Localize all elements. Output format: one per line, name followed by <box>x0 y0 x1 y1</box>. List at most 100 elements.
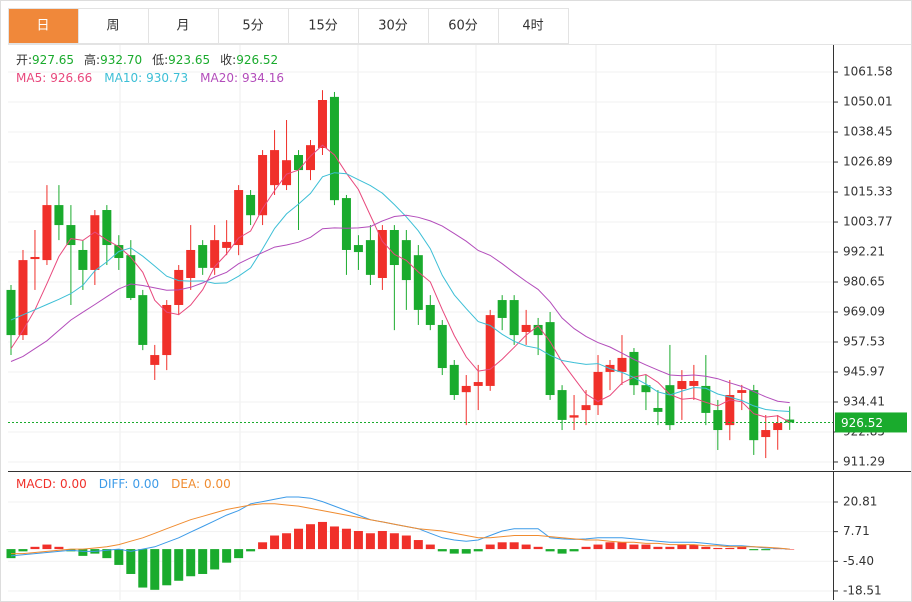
tab-label[interactable]: 30分 <box>378 19 408 34</box>
candle-body <box>737 390 747 393</box>
macd-bar <box>449 549 459 554</box>
tab[interactable] <box>8 8 79 44</box>
legend-name: DIFF: <box>99 477 129 491</box>
legend-value: 930.73 <box>146 71 188 85</box>
candle-body <box>785 419 795 423</box>
macd-bar <box>533 546 543 550</box>
y-tick-label: 1015.33 <box>843 185 893 199</box>
info-label: 高: <box>84 52 100 67</box>
macd-bar <box>545 549 555 552</box>
last-price-label: 926.52 <box>841 416 883 430</box>
info-label: 收: <box>220 53 236 67</box>
candle-body <box>665 385 675 426</box>
candle-body <box>581 405 591 411</box>
tab[interactable] <box>288 8 359 44</box>
macd-bar <box>401 535 411 550</box>
macd-bar <box>18 549 28 552</box>
candle-body <box>389 229 399 266</box>
tab[interactable] <box>498 8 569 44</box>
candle-body <box>761 430 771 438</box>
macd-bar <box>605 542 615 550</box>
candle-body <box>174 269 184 305</box>
candle-body <box>306 145 315 171</box>
macd-bar <box>509 542 519 550</box>
candle-body <box>365 240 375 275</box>
indicator-line <box>10 214 790 404</box>
macd-bar <box>377 530 387 550</box>
candle-body <box>317 100 327 149</box>
candle-body <box>18 260 28 336</box>
macd-bar <box>497 542 507 550</box>
y-tick-label: -18.51 <box>843 583 882 597</box>
macd-bar <box>102 549 112 559</box>
macd-bar <box>138 549 148 588</box>
macd-bar <box>306 524 315 550</box>
macd-bar <box>246 549 256 552</box>
y-tick-label: 1038.45 <box>843 125 893 139</box>
candle-body <box>329 96 339 201</box>
candle-body <box>713 410 723 431</box>
legend: MACD: 0.00 DIFF: 0.00 DEA: 0.00 <box>16 477 231 491</box>
macd-bar <box>653 546 663 550</box>
candle-body <box>497 300 507 318</box>
candle-body <box>282 160 292 186</box>
candle-body <box>42 205 52 261</box>
tab[interactable] <box>428 8 499 44</box>
candle-body <box>449 364 459 396</box>
macd-bar <box>461 549 471 554</box>
macd-bar <box>341 528 351 550</box>
tab-label[interactable]: 60分 <box>448 19 478 34</box>
candle-body <box>222 241 232 248</box>
macd-bar <box>78 549 88 556</box>
tab-label[interactable]: 4时 <box>522 19 543 34</box>
candle-body <box>353 245 363 253</box>
macd-bar <box>593 544 603 550</box>
candle-body <box>66 225 76 246</box>
legend-value: 0.00 <box>204 477 231 491</box>
candle-body <box>641 385 651 393</box>
tab-label[interactable]: 日 <box>36 19 49 34</box>
legend: MA5: 926.66 MA10: 930.73 MA20: 934.16 <box>16 71 284 85</box>
tab-label[interactable]: 周 <box>106 19 119 34</box>
macd-bar <box>174 549 184 581</box>
legend-value: 926.66 <box>50 71 92 85</box>
macd-bar <box>437 549 447 552</box>
tab[interactable] <box>358 8 429 44</box>
macd-bar <box>749 549 759 551</box>
candle-body <box>377 229 387 278</box>
tab[interactable] <box>78 8 149 44</box>
candle-body <box>437 324 447 369</box>
candle-body <box>461 385 471 393</box>
tab[interactable] <box>148 8 219 44</box>
y-tick-label: 1026.89 <box>843 155 893 169</box>
candle-body <box>162 304 172 356</box>
tab-label[interactable]: 5分 <box>242 19 263 34</box>
legend-name: MACD: <box>16 477 56 491</box>
y-tick-label: 7.71 <box>843 524 870 538</box>
macd-bar <box>389 533 399 550</box>
candle-body <box>341 198 351 250</box>
tab-label[interactable]: 月 <box>176 19 189 34</box>
indicator-line <box>10 172 790 412</box>
candle-body <box>749 390 759 441</box>
macd-bar <box>713 547 723 550</box>
macd-bar <box>42 544 52 550</box>
candle-body <box>617 357 627 372</box>
candle-body <box>413 255 423 310</box>
macd-bar <box>365 533 375 550</box>
macd-bar <box>413 540 423 550</box>
y-tick-label: 911.29 <box>843 454 885 468</box>
macd-bar <box>30 546 40 550</box>
candle-body <box>138 295 148 345</box>
macd-bar <box>150 549 160 590</box>
candle-body <box>186 249 196 278</box>
candle-body <box>725 395 735 426</box>
tab-label[interactable]: 15分 <box>308 19 338 34</box>
macd-bar <box>198 549 208 574</box>
candle-body <box>557 390 567 420</box>
macd-bar <box>114 549 124 565</box>
candle-body <box>294 155 304 171</box>
candle-body <box>246 194 256 216</box>
macd-bar <box>234 549 244 559</box>
